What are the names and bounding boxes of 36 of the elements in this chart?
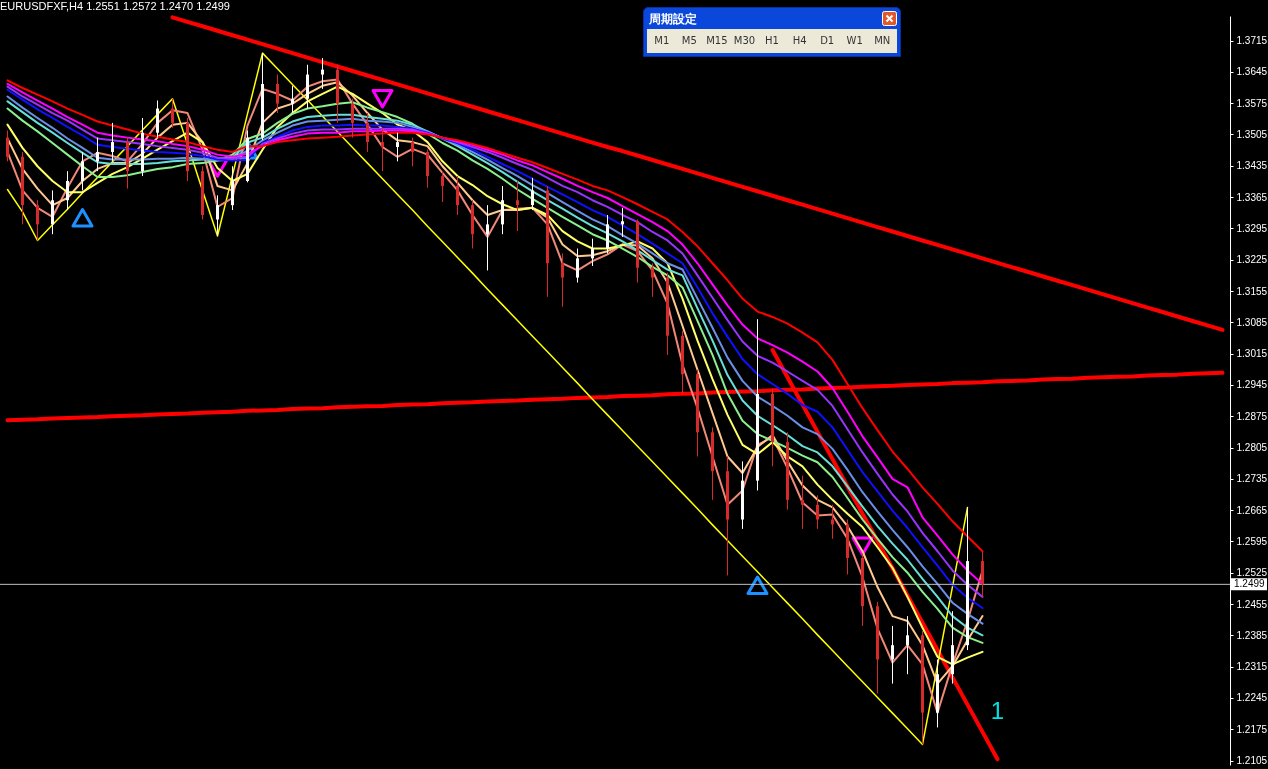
y-tick-label: 1.3015 [1236,348,1268,360]
y-tick-label: 1.2945 [1236,379,1268,391]
y-tick-label: 1.2595 [1236,535,1268,547]
category-label: M1 [653,34,671,48]
y-tick-label: 1.3225 [1236,254,1268,266]
y-tick-label: 1.2735 [1236,473,1268,485]
y-tick-label: 1.3575 [1236,97,1268,109]
text: 周期設定 [649,11,697,26]
y-tick-label: 1.2315 [1236,661,1268,673]
y-tick-label: 1.3435 [1236,160,1268,172]
y-tick-label: 1.3715 [1236,35,1268,47]
y-tick-label: 1.2105 [1236,755,1268,767]
y-tick-label: 1.2665 [1236,504,1268,516]
chart-title: EURUSDFXF,H4 1.2551 1.2572 1.2470 1.2499 [0,0,230,13]
y-tick-label: 1.3085 [1236,316,1268,328]
annotation: 1 [990,697,1005,724]
category-label: M15 [705,34,729,48]
y-tick-label: 1.3365 [1236,191,1268,203]
y-tick-label: 1.2875 [1236,410,1268,422]
category-label: W1 [845,34,864,48]
y-tick-label: 1.2245 [1236,692,1268,704]
category-label: H1 [764,34,780,48]
category-label: D1 [819,34,836,48]
y-tick-label: 1.2385 [1236,629,1268,641]
y-tick-label: 1.2805 [1236,442,1268,454]
category-label: H4 [791,34,808,48]
y-tick-label: 1.2175 [1236,723,1268,735]
y-tick-label: 1.2525 [1236,567,1268,579]
category-label: M5 [680,34,698,48]
category-label: M30 [732,34,757,48]
y-tick-label: 1.3295 [1236,222,1268,234]
y-tick-label: 1.3505 [1236,129,1268,140]
category-label: MN [873,34,892,48]
y-tick-label: 1.2455 [1236,598,1268,610]
y-tick-label: 1.3155 [1236,285,1268,297]
y-tick-label: 1.3645 [1236,66,1268,78]
